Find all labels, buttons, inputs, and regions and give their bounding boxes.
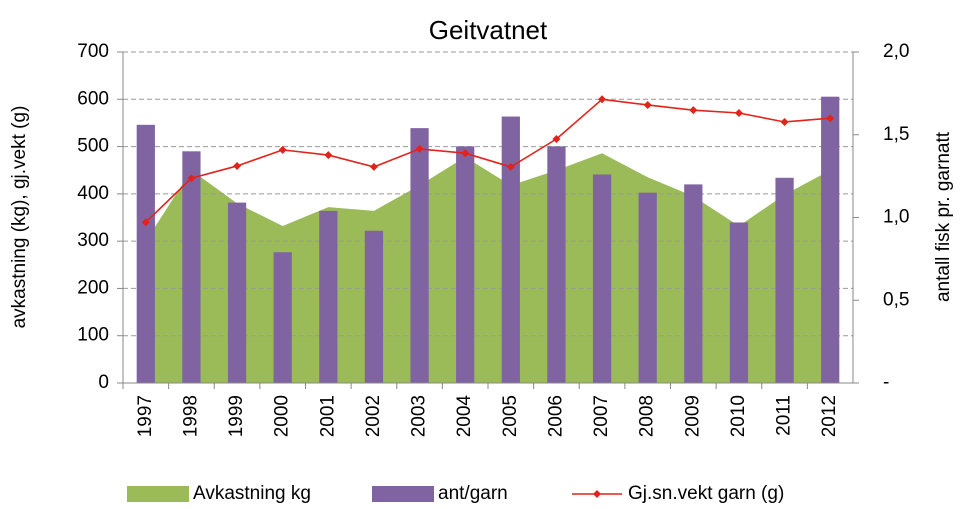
bar [410, 128, 429, 383]
y-tick-label: 500 [77, 136, 109, 157]
marker [780, 117, 789, 126]
y2-tick-label: 1,0 [883, 207, 909, 228]
x-tick-label: 2004 [454, 395, 475, 438]
y-tick-label: 700 [77, 41, 109, 62]
bar [136, 124, 155, 383]
legend-swatch [127, 486, 189, 502]
bar [364, 230, 384, 383]
y2-axis-label: antall fisk pr. garnatt [933, 131, 954, 302]
y-tick-label: 0 [98, 372, 109, 393]
x-tick-label: 1998 [180, 395, 201, 437]
legend-label: Gj.sn.vekt garn (g) [628, 483, 784, 504]
bar [227, 202, 247, 383]
x-tick-label: 2000 [272, 395, 293, 437]
x-tick-label: 2003 [409, 395, 430, 437]
legend-swatch [372, 486, 434, 502]
bar [638, 192, 657, 383]
marker [734, 108, 743, 117]
y-axis-label: avkastning (kg), gj.vekt (g) [9, 106, 30, 329]
x-tick-label: 2005 [500, 395, 521, 437]
y2-tick-label: - [883, 372, 889, 393]
bar [547, 146, 566, 383]
marker [643, 100, 652, 109]
y-tick-label: 100 [77, 325, 109, 346]
legend-label: ant/garn [438, 483, 508, 504]
y2-tick-label: 1,5 [883, 124, 909, 145]
marker [141, 218, 150, 227]
y-tick-label: 300 [77, 230, 109, 251]
bar [684, 184, 703, 383]
x-tick-label: 2012 [819, 395, 840, 437]
bar [592, 174, 612, 383]
marker [598, 95, 607, 104]
y-tick-label: 400 [77, 183, 109, 204]
chart-title: Geitvatnet [429, 15, 548, 45]
marker [369, 162, 378, 171]
x-tick-label: 2011 [774, 395, 795, 436]
marker [689, 106, 698, 115]
marker [187, 174, 196, 183]
x-tick-label: 2002 [363, 395, 384, 437]
x-tick-label: 2007 [591, 395, 612, 437]
x-tick-label: 2006 [545, 395, 566, 437]
y-tick-label: 200 [77, 277, 109, 298]
bar [456, 146, 475, 383]
y2-tick-label: 2,0 [883, 41, 909, 62]
marker [552, 135, 561, 144]
marker [461, 149, 470, 158]
y-tick-label: 600 [77, 88, 109, 109]
area [145, 153, 831, 383]
marker [506, 162, 515, 171]
marker [415, 144, 424, 153]
legend-label: Avkastning kg [193, 483, 311, 504]
bar [729, 222, 749, 383]
x-tick-label: 2009 [682, 395, 703, 437]
bar [501, 116, 520, 384]
line [145, 98, 831, 223]
x-tick-label: 2001 [317, 395, 338, 437]
marker [324, 151, 333, 160]
marker [278, 145, 287, 154]
marker [233, 161, 242, 170]
legend-marker [593, 490, 601, 498]
x-tick-label: 1997 [135, 395, 156, 437]
x-tick-label: 2010 [728, 395, 749, 437]
marker [826, 114, 835, 123]
bar [821, 96, 840, 383]
y2-tick-label: 0,5 [883, 289, 909, 310]
bar [273, 252, 292, 383]
bar [182, 151, 201, 383]
x-tick-label: 2008 [637, 395, 658, 437]
bar [319, 210, 338, 383]
x-tick-label: 1999 [226, 395, 247, 437]
bar [775, 177, 794, 383]
